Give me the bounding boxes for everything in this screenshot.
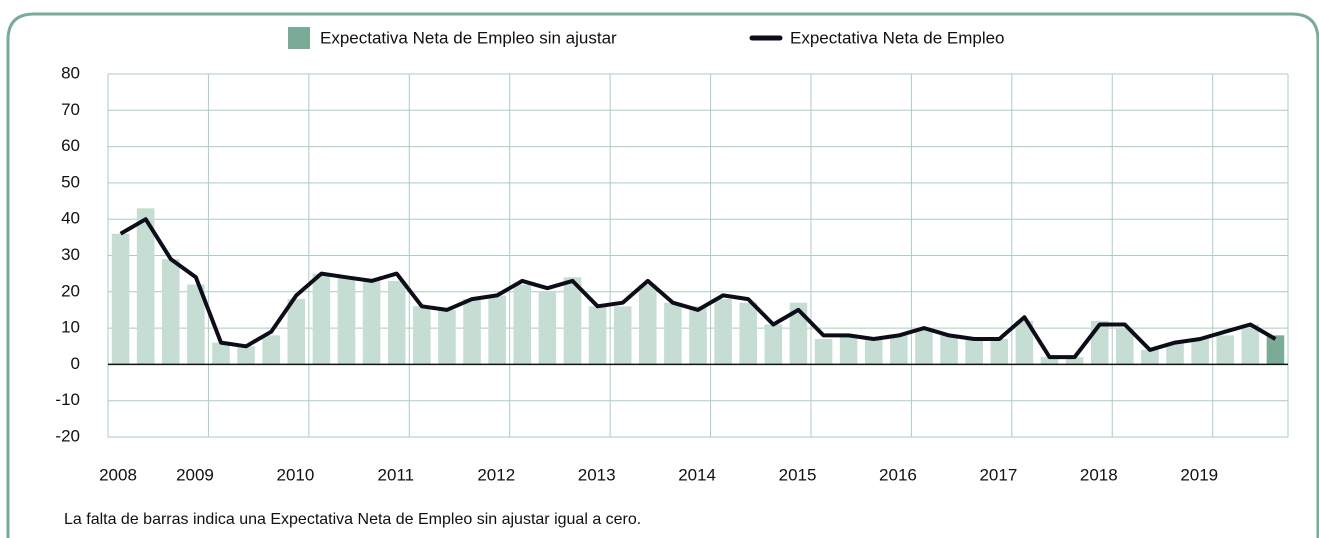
x-tick-label: 2013 <box>578 465 616 484</box>
bar <box>588 306 607 365</box>
bar <box>915 328 933 365</box>
bar <box>940 335 958 365</box>
bar <box>689 306 707 365</box>
bar <box>287 299 306 365</box>
frame <box>6 12 1319 538</box>
bar <box>1216 335 1235 365</box>
bar <box>1266 335 1285 365</box>
y-tick-label: -20 <box>55 426 80 445</box>
bar <box>739 302 757 365</box>
x-tick-label: 2017 <box>979 465 1017 484</box>
bar <box>714 299 732 365</box>
bar <box>538 291 557 365</box>
bar <box>362 280 381 365</box>
bar <box>864 338 883 365</box>
bar <box>413 306 431 365</box>
y-tick-label: 80 <box>61 63 80 82</box>
legend-label: Expectativa Neta de Empleo sin ajustar <box>320 28 617 47</box>
bar <box>613 306 632 365</box>
bar <box>1141 349 1159 365</box>
bar <box>237 346 255 365</box>
y-tick-label: -10 <box>55 390 80 409</box>
x-tick-label: 2008 <box>99 465 137 484</box>
bar <box>1241 324 1260 365</box>
bar <box>965 338 983 365</box>
y-tick-label: 50 <box>61 172 80 191</box>
bar <box>1015 320 1034 365</box>
bar <box>161 259 180 365</box>
line <box>119 217 1277 360</box>
bar <box>1191 338 1209 365</box>
footnote: La falta de barras indica una Expectativ… <box>64 511 641 528</box>
bar <box>387 280 406 365</box>
y-tick-label: 30 <box>61 245 80 264</box>
bar <box>839 335 858 365</box>
x-tick-label: 2016 <box>879 465 917 484</box>
y-tick-label: 60 <box>61 136 80 155</box>
x-tick-label: 2019 <box>1180 465 1218 484</box>
bar <box>513 284 532 365</box>
x-tick-label: 2018 <box>1080 465 1118 484</box>
bar <box>438 309 456 365</box>
x-tick-label: 2015 <box>779 465 817 484</box>
y-tick-label: 40 <box>61 209 80 228</box>
bar <box>1040 357 1059 365</box>
bar <box>1116 328 1134 365</box>
bar <box>990 338 1009 365</box>
bar <box>337 277 356 365</box>
y-tick-label: 0 <box>71 354 80 373</box>
y-tick-label: 20 <box>61 281 80 300</box>
bar <box>1065 357 1084 365</box>
bar <box>789 302 808 365</box>
bar <box>463 299 481 365</box>
x-tick-label: 2014 <box>678 465 716 484</box>
bar <box>136 208 155 365</box>
bar <box>814 338 833 365</box>
bar <box>187 284 205 365</box>
bar <box>212 342 230 365</box>
bar <box>262 335 280 365</box>
bar <box>1166 342 1184 365</box>
x-tick-label: 2012 <box>477 465 515 484</box>
bar <box>664 302 682 365</box>
x-tick-label: 2009 <box>176 465 214 484</box>
x-tick-label: 2010 <box>276 465 314 484</box>
legend-label: Expectativa Neta de Empleo <box>790 28 1005 47</box>
bar <box>764 324 783 365</box>
legend-swatch <box>288 27 310 49</box>
bar <box>890 335 908 365</box>
bar <box>639 284 657 365</box>
bar <box>111 233 130 365</box>
y-tick-label: 70 <box>61 100 80 119</box>
bar <box>312 273 331 365</box>
bar <box>563 277 582 365</box>
bar <box>488 295 506 365</box>
x-tick-label: 2011 <box>378 465 415 484</box>
y-tick-label: 10 <box>61 318 80 337</box>
